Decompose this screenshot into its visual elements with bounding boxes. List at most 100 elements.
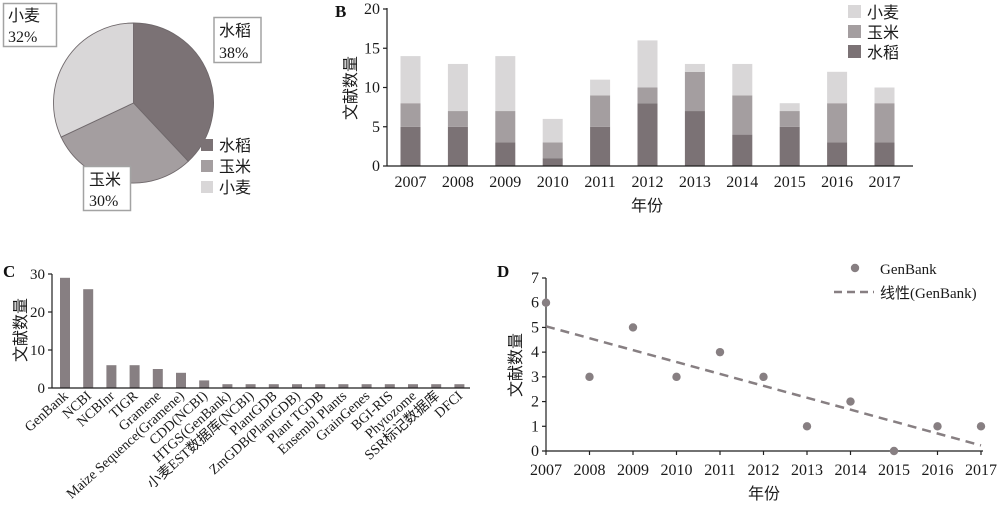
b-bar-segment-11-3 bbox=[874, 87, 895, 104]
d-x-tick-label: 2013 bbox=[791, 462, 823, 479]
panel-letter-c: C bbox=[3, 262, 15, 281]
callout-label: 小麦 bbox=[8, 7, 40, 25]
d-x-tick-label: 2008 bbox=[574, 462, 606, 479]
c-bar-7 bbox=[199, 380, 210, 388]
c-bar-4 bbox=[129, 365, 140, 388]
b-x-tick-label: 2016 bbox=[821, 174, 853, 191]
b-x-tick-label: 2014 bbox=[726, 174, 758, 191]
b-bar-segment-11-2 bbox=[874, 103, 895, 143]
d-scatter-point-5 bbox=[715, 347, 725, 357]
b-x-axis-title: 年份 bbox=[631, 197, 663, 215]
d-y-axis-title: 文献数量 bbox=[507, 333, 525, 397]
c-bar-2 bbox=[83, 289, 94, 388]
b-bar-segment-9-1 bbox=[779, 126, 800, 166]
pie-legend-label-3: 小麦 bbox=[219, 179, 251, 197]
panel-letter-b: B bbox=[335, 2, 346, 21]
pie-callout-rice: 水稻 38% bbox=[213, 16, 262, 64]
b-x-tick-label: 2009 bbox=[489, 174, 521, 191]
b-bar-segment-3-1 bbox=[495, 142, 516, 166]
stacked-bar-chart: 2007 2008 2009 2010 2011 2012 2013 2014 2015 2016… bbox=[364, 1, 913, 191]
d-x-tick-label: 2011 bbox=[704, 462, 735, 479]
d-scatter-point-8 bbox=[846, 397, 855, 406]
d-y-tick-label: 0 bbox=[531, 443, 539, 460]
b-bar-segment-1-2 bbox=[400, 103, 421, 127]
c-bar-18 bbox=[454, 384, 465, 388]
b-bar-segment-8-1 bbox=[732, 134, 753, 166]
b-y-axis-title: 文献数量 bbox=[342, 56, 360, 120]
callout-percent: 38% bbox=[219, 45, 248, 62]
b-bar-segment-10-1 bbox=[827, 142, 848, 166]
b-bar-segment-2-1 bbox=[447, 126, 468, 166]
b-x-tick-label: 2011 bbox=[584, 174, 615, 191]
b-bar-segment-10-2 bbox=[827, 103, 848, 143]
c-bar-5 bbox=[152, 369, 163, 388]
b-bar-segment-9-2 bbox=[779, 111, 800, 127]
d-legend-label-2: 线性(GenBank) bbox=[880, 285, 977, 302]
d-x-tick-label: 2009 bbox=[617, 462, 649, 479]
b-bar-segment-2-3 bbox=[447, 63, 468, 112]
d-y-tick-label: 5 bbox=[531, 319, 539, 336]
d-x-tick-label: 2012 bbox=[748, 462, 780, 479]
d-scatter-point-11 bbox=[976, 422, 986, 431]
callout-box bbox=[213, 16, 262, 64]
c-bar-16 bbox=[408, 384, 418, 388]
pie-legend-swatch-1 bbox=[201, 139, 213, 151]
c-bar-8 bbox=[222, 384, 233, 388]
d-y-tick-label: 1 bbox=[531, 418, 539, 435]
b-bar-segment-1-1 bbox=[400, 126, 421, 166]
c-bar-1 bbox=[60, 277, 70, 388]
d-y-tick-label: 4 bbox=[531, 344, 539, 361]
c-bar-15 bbox=[384, 384, 395, 388]
b-y-tick-label: 20 bbox=[364, 1, 380, 18]
pie-chart bbox=[53, 22, 214, 184]
pie-slice-3 bbox=[53, 22, 134, 138]
b-y-tick-label: 5 bbox=[372, 119, 380, 136]
c-x-tick-label: DFCI bbox=[432, 389, 466, 422]
b-x-tick-label: 2017 bbox=[869, 174, 901, 191]
d-x-tick-label: 2016 bbox=[922, 462, 954, 479]
d-legend-marker bbox=[850, 263, 860, 273]
c-bar-11 bbox=[292, 384, 302, 388]
panel-d: D 2007 2008 2009 2010 2011 2012 2013 2014 2015 20… bbox=[497, 262, 997, 503]
panel-b: B 2007 2008 2009 2010 2011 2012 2013 2014 2015 20… bbox=[335, 1, 913, 215]
pie-callout-maize: 玉米 30% bbox=[82, 165, 132, 212]
c-y-tick-label: 20 bbox=[30, 305, 45, 321]
b-bar-segment-1-3 bbox=[400, 56, 421, 104]
d-y-tick-label: 6 bbox=[531, 295, 539, 312]
b-x-tick-label: 2008 bbox=[442, 174, 474, 191]
d-x-tick-label: 2010 bbox=[661, 462, 693, 479]
callout-label: 玉米 bbox=[89, 171, 121, 189]
pie-legend-swatch-3 bbox=[201, 181, 213, 193]
c-y-tick-label: 0 bbox=[38, 381, 46, 397]
d-scatter-point-10 bbox=[933, 422, 942, 431]
d-x-tick-label: 2007 bbox=[530, 462, 562, 479]
c-bar-6 bbox=[176, 372, 186, 388]
c-y-axis-title: 文献数量 bbox=[12, 298, 30, 362]
c-bar-10 bbox=[268, 384, 279, 388]
b-legend-swatch-2 bbox=[848, 25, 861, 38]
callout-box bbox=[2, 2, 58, 48]
b-bar-segment-6-2 bbox=[637, 87, 658, 104]
c-bar-14 bbox=[361, 384, 372, 388]
b-legend-swatch-3 bbox=[848, 5, 861, 18]
b-bar-segment-4-2 bbox=[542, 142, 563, 159]
d-scatter-point-7 bbox=[802, 422, 812, 431]
b-bar-segment-2-2 bbox=[447, 111, 468, 127]
pie-callout-wheat: 小麦 32% bbox=[2, 2, 58, 48]
d-y-tick-label: 2 bbox=[531, 394, 539, 411]
b-bar-segment-5-1 bbox=[590, 126, 611, 166]
scatter-chart: 2007 2008 2009 2010 2011 2012 2013 2014 2015 2016… bbox=[530, 270, 997, 479]
b-legend-swatch-1 bbox=[848, 45, 861, 58]
b-bar-segment-5-2 bbox=[590, 95, 611, 127]
pie-legend-swatch-2 bbox=[201, 160, 213, 172]
b-x-tick-label: 2010 bbox=[537, 174, 569, 191]
b-x-tick-label: 2015 bbox=[774, 174, 806, 191]
d-trendline bbox=[545, 325, 982, 447]
b-bar-segment-8-3 bbox=[732, 63, 753, 96]
b-bar-segment-7-3 bbox=[684, 63, 705, 72]
pie-legend-label-1: 水稻 bbox=[219, 137, 251, 155]
